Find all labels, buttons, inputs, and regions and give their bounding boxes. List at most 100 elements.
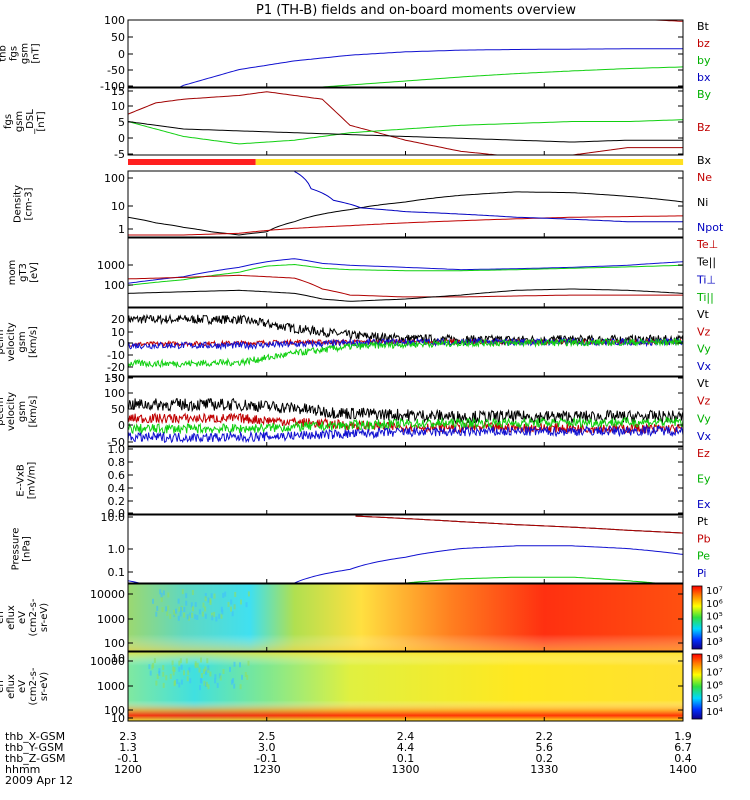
series-Vy xyxy=(128,337,683,369)
y-tick-label: 0 xyxy=(118,337,125,350)
series-group xyxy=(128,515,683,583)
spectrogram-pixel xyxy=(240,599,242,605)
y-tick-label: 20 xyxy=(111,313,125,326)
y-axis-label-line: en xyxy=(0,680,6,693)
legend-label: Bx xyxy=(697,154,712,167)
y-axis-label: thbpeerenefluxeV(cm2-s-sr-eV) xyxy=(0,667,50,705)
spectrogram-pixel xyxy=(219,675,222,681)
spectrogram-pixel xyxy=(187,615,190,621)
spectrogram-pixel xyxy=(180,679,183,685)
legend-label: By xyxy=(697,88,712,101)
spectrogram-pixel xyxy=(198,609,201,615)
ephemeris-value: 1230 xyxy=(253,763,281,776)
spectrogram-pixel xyxy=(174,611,177,617)
panel-3: Ne Ni Npot 100 10 1 Density [cm-3] xyxy=(13,170,724,238)
legend: Vt Vz Vy Vx xyxy=(697,377,712,443)
legend: Ne Ni Npot xyxy=(697,171,724,234)
colorbar-scale xyxy=(691,585,703,650)
spectrogram-pixel xyxy=(158,670,161,676)
panel-1: Bt bz by bx 100 50 0 -50 -100 thb fgs gsm [nT] xyxy=(0,14,711,93)
y-tick-label: 100 xyxy=(104,14,125,27)
y-tick-label: 100 xyxy=(104,172,125,185)
y-axis-label: thb fgs gsm _DSL [nT] xyxy=(0,109,47,135)
ephemeris-value: 4.4 xyxy=(397,741,415,754)
spectrogram-pixel xyxy=(234,592,237,597)
spectrogram-pixel xyxy=(169,673,172,679)
spectrogram-pixel xyxy=(239,662,241,668)
ephemeris-value: 1330 xyxy=(530,763,558,776)
series-group xyxy=(128,313,683,369)
y-tick-label: 10.0 xyxy=(101,511,126,524)
spectrogram-energy-shading xyxy=(128,652,683,721)
time-axis-labels: thb_X-GSM 2.3 2.5 2.4 2.2 1.9 thb_Y-GSM 1.3 3.0 4… xyxy=(5,730,697,787)
spectrogram-pixel xyxy=(151,664,154,670)
spectrogram-pixel xyxy=(204,593,207,598)
y-axis-label-line: (cm2-s- xyxy=(28,667,39,705)
y-axis: 150 100 50 0 -50 xyxy=(104,372,683,449)
spectrogram-pixel xyxy=(190,602,193,608)
spectrogram-pixel xyxy=(204,606,207,612)
colorbar-tick-label: 10⁴ xyxy=(706,707,723,718)
spectrogram-pixel xyxy=(239,684,242,690)
spectrogram-pixel xyxy=(183,670,185,676)
spectrogram-pixel xyxy=(194,661,197,667)
spectrogram-pixel xyxy=(204,666,207,672)
y-tick-label: 1.0 xyxy=(108,443,126,456)
y-tick-label: 0.6 xyxy=(108,469,126,482)
y-tick-label: 0 xyxy=(118,132,125,145)
spectrogram-pixel xyxy=(213,593,216,599)
y-axis-label: thbpeimvelocitygsm[km/s] xyxy=(0,322,39,361)
spectrogram-pixel xyxy=(222,669,225,674)
spectrogram-pixel xyxy=(230,606,232,612)
spectrogram-pixel xyxy=(172,666,175,672)
legend-label: Te⊥ xyxy=(696,238,718,251)
spectrogram-pixel xyxy=(207,665,210,671)
spectrogram-pixel xyxy=(201,611,204,617)
y-tick-label: 150 xyxy=(104,372,125,385)
spectrogram-pixel xyxy=(156,673,159,679)
y-tick-label: 0.1 xyxy=(108,566,126,579)
y-axis: 15 10 5 0 -5 xyxy=(111,85,683,161)
y-axis-label: E--VxB [mV/m] xyxy=(16,462,38,500)
spectrogram-pixel xyxy=(244,672,247,677)
spectrogram-pixel xyxy=(200,673,203,679)
colorbar-tick-label: 10⁷ xyxy=(706,667,723,678)
spectrogram-pixel xyxy=(173,666,176,672)
series-Ni xyxy=(128,191,683,236)
ephemeris-value: 3.0 xyxy=(258,741,276,754)
series-Ti|| xyxy=(128,263,683,286)
y-tick-label: 1000 xyxy=(97,259,125,272)
legend-label: Vx xyxy=(697,430,712,443)
y-axis-label-line: velocity xyxy=(6,322,17,361)
y-axis-label-line: gsm xyxy=(14,111,25,132)
legend-label: Vy xyxy=(697,343,711,356)
legend-label: Ti⊥ xyxy=(696,273,716,286)
y-axis-label-line: eV xyxy=(17,611,28,624)
spectrogram-pixel xyxy=(175,608,177,614)
spectrogram-pixel xyxy=(185,658,188,664)
series-Vy xyxy=(128,416,683,435)
spectrogram-pixel xyxy=(207,684,210,690)
spectrogram-pixel xyxy=(232,678,235,684)
y-tick-label: 1000 xyxy=(97,613,125,626)
spectrogram-pixel xyxy=(178,660,181,666)
y-tick-label: 1 xyxy=(118,223,125,236)
y-axis-label-line: velocity xyxy=(6,392,17,431)
spectrogram-pixel xyxy=(192,606,194,612)
y-axis-label: thb fgs gsm [nT] xyxy=(0,43,42,64)
spectrogram-pixel xyxy=(211,615,214,621)
series-Ti⊥ xyxy=(128,258,683,284)
legend-label: bz xyxy=(697,37,710,50)
legend-label: Ne xyxy=(697,171,712,184)
y-axis-label-line: thb xyxy=(0,45,9,62)
spectrogram-pixel xyxy=(198,667,201,673)
colorbar-tick-label: 10⁸ xyxy=(706,654,723,665)
spectrogram-pixel xyxy=(162,682,165,688)
series-Te⊥ xyxy=(128,274,683,298)
colorbar-scale xyxy=(691,653,703,720)
ephemeris-value: 2.4 xyxy=(397,730,415,743)
y-tick-label: 0.2 xyxy=(108,495,126,508)
y-tick-label: 100 xyxy=(104,279,125,292)
